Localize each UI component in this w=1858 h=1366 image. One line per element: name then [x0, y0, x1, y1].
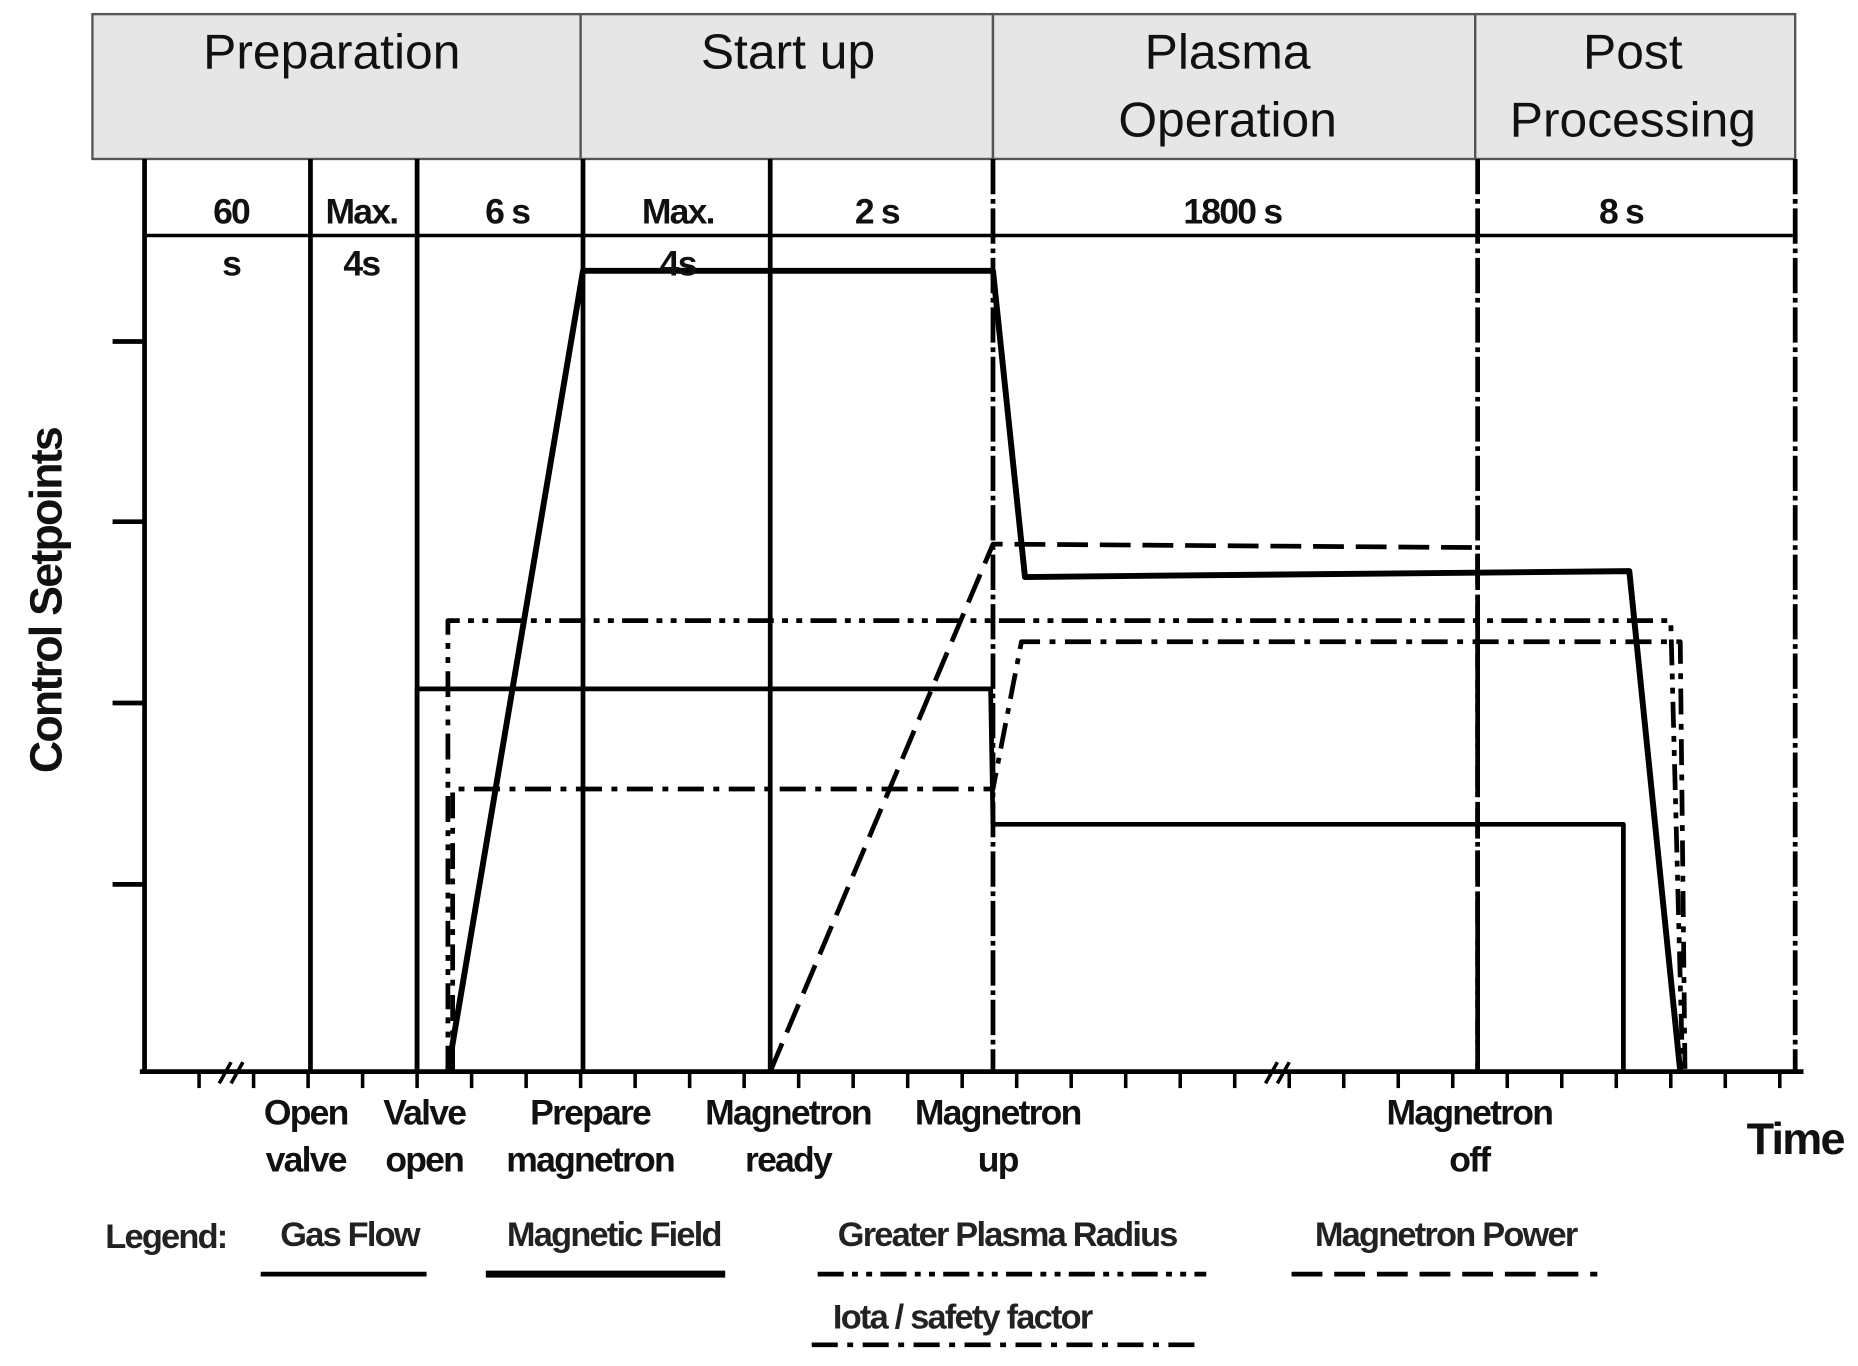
duration-label: 6 s [485, 192, 530, 232]
duration-label: s [222, 244, 241, 284]
event-label: magnetron [506, 1140, 674, 1180]
event-label: Prepare [530, 1093, 651, 1133]
duration-label: 4s [343, 244, 380, 284]
legend-item: Iota / safety factor [833, 1298, 1093, 1336]
phase-label: Post [1583, 23, 1683, 79]
event-label: open [385, 1140, 463, 1180]
gas-flow-curve [414, 686, 1626, 1072]
phase-label: Start up [701, 23, 875, 79]
curves [414, 267, 1688, 1073]
duration-label: 2 s [855, 192, 900, 232]
duration-label: 4s [660, 244, 697, 284]
phase-box [579, 12, 995, 161]
event-label: Open [264, 1093, 348, 1133]
phase-label: Operation [1118, 92, 1337, 148]
phase-label: Preparation [203, 23, 460, 79]
x-axis-label: Time [1747, 1113, 1845, 1164]
frame [112, 158, 1804, 1074]
legend-title: Legend: [105, 1218, 226, 1256]
phase-label: Plasma [1145, 23, 1311, 79]
axis-break [217, 1061, 245, 1085]
legend-item: Magnetron Power [1315, 1216, 1578, 1254]
duration-label: 60 [213, 192, 250, 232]
axis-break [1263, 1061, 1291, 1085]
magnetic-field-curve [444, 267, 1684, 1073]
duration-label: Max. [642, 192, 714, 232]
minor-ticks [197, 1061, 1782, 1089]
iota-curve [450, 639, 1688, 1072]
phase-box [991, 12, 1477, 161]
phase-header [91, 12, 1797, 161]
event-label: Magnetron [915, 1093, 1081, 1133]
legend-item: Magnetic Field [507, 1216, 721, 1254]
event-label: valve [266, 1140, 347, 1180]
event-label: Valve [383, 1093, 466, 1133]
duration-label: 8 s [1599, 192, 1644, 232]
plasma-radius-curve [445, 618, 1685, 1072]
duration-label: Max. [325, 192, 397, 232]
event-label: Magnetron [705, 1093, 871, 1133]
phase-box [91, 12, 582, 161]
event-label: Magnetron [1387, 1093, 1553, 1133]
event-label: off [1449, 1140, 1491, 1180]
legend-item: Greater Plasma Radius [838, 1216, 1178, 1254]
phase-label: Processing [1510, 92, 1756, 148]
duration-label: 1800 s [1183, 192, 1282, 232]
legend-item: Gas Flow [280, 1216, 421, 1254]
event-label: up [978, 1140, 1019, 1180]
phase-box [1474, 12, 1797, 161]
legend-lines [260, 1270, 1598, 1348]
magnetron-power-curve [768, 541, 1481, 1073]
event-label: ready [745, 1140, 833, 1180]
y-axis-label: Control Setpoints [20, 427, 71, 773]
